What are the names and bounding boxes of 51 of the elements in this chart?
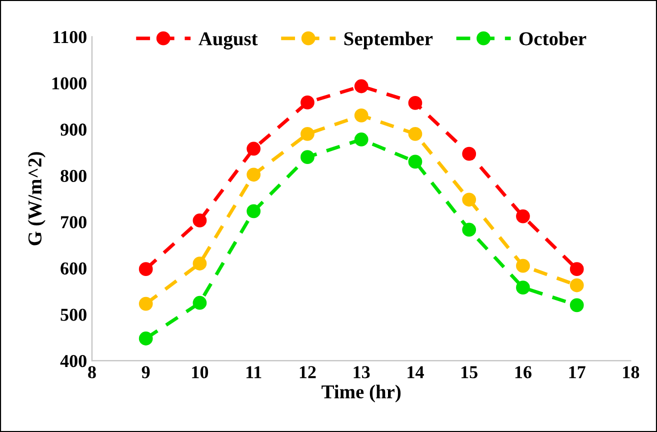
point	[138, 332, 153, 346]
x-tick-label: 17	[569, 366, 586, 378]
point	[516, 209, 530, 224]
x-tick-label: 18	[623, 366, 640, 378]
y-tick-label: 900	[60, 124, 86, 136]
y-tick-label: 1000	[52, 77, 86, 90]
y-axis-title: G (W/m^2)	[28, 152, 46, 246]
point	[408, 154, 422, 169]
legend-label: August	[198, 32, 258, 50]
point	[138, 296, 153, 311]
point	[192, 214, 207, 228]
point	[516, 280, 530, 295]
point	[246, 204, 261, 218]
x-tick-label: 15	[462, 366, 478, 378]
point	[570, 262, 584, 276]
point	[516, 258, 530, 273]
x-tick-label: 8	[88, 366, 96, 378]
point	[570, 298, 584, 312]
point	[246, 142, 261, 156]
point	[408, 96, 422, 110]
point	[246, 168, 261, 182]
point	[408, 126, 422, 141]
point	[138, 262, 153, 276]
x-tick-label: 10	[192, 366, 208, 378]
point	[300, 126, 314, 141]
point	[300, 150, 314, 164]
y-tick-label: 700	[61, 216, 86, 228]
point	[462, 222, 476, 237]
legend-label: September	[344, 32, 433, 50]
x-tick-label: 12	[300, 366, 316, 378]
x-tick-label: 9	[142, 366, 150, 378]
point	[462, 146, 476, 161]
point	[354, 132, 368, 146]
point	[354, 108, 368, 122]
y-tick-label: 1100	[53, 30, 86, 44]
x-tick-label: 13	[354, 366, 370, 378]
point	[570, 278, 584, 292]
y-tick-label: 500	[60, 308, 86, 321]
x-tick-label: 14	[408, 366, 424, 378]
y-tick-label: 600	[60, 262, 86, 275]
point	[192, 296, 207, 310]
point	[300, 96, 314, 110]
point	[192, 256, 207, 270]
x-tick-label: 16	[515, 366, 532, 378]
point	[462, 192, 476, 207]
y-tick-label: 800	[60, 170, 86, 182]
x-tick-label: 11	[246, 366, 262, 378]
legend-label: October	[519, 32, 586, 46]
y-tick-label: 400	[60, 354, 86, 368]
x-axis-title: Time (hr)	[322, 384, 401, 402]
point	[354, 79, 368, 94]
